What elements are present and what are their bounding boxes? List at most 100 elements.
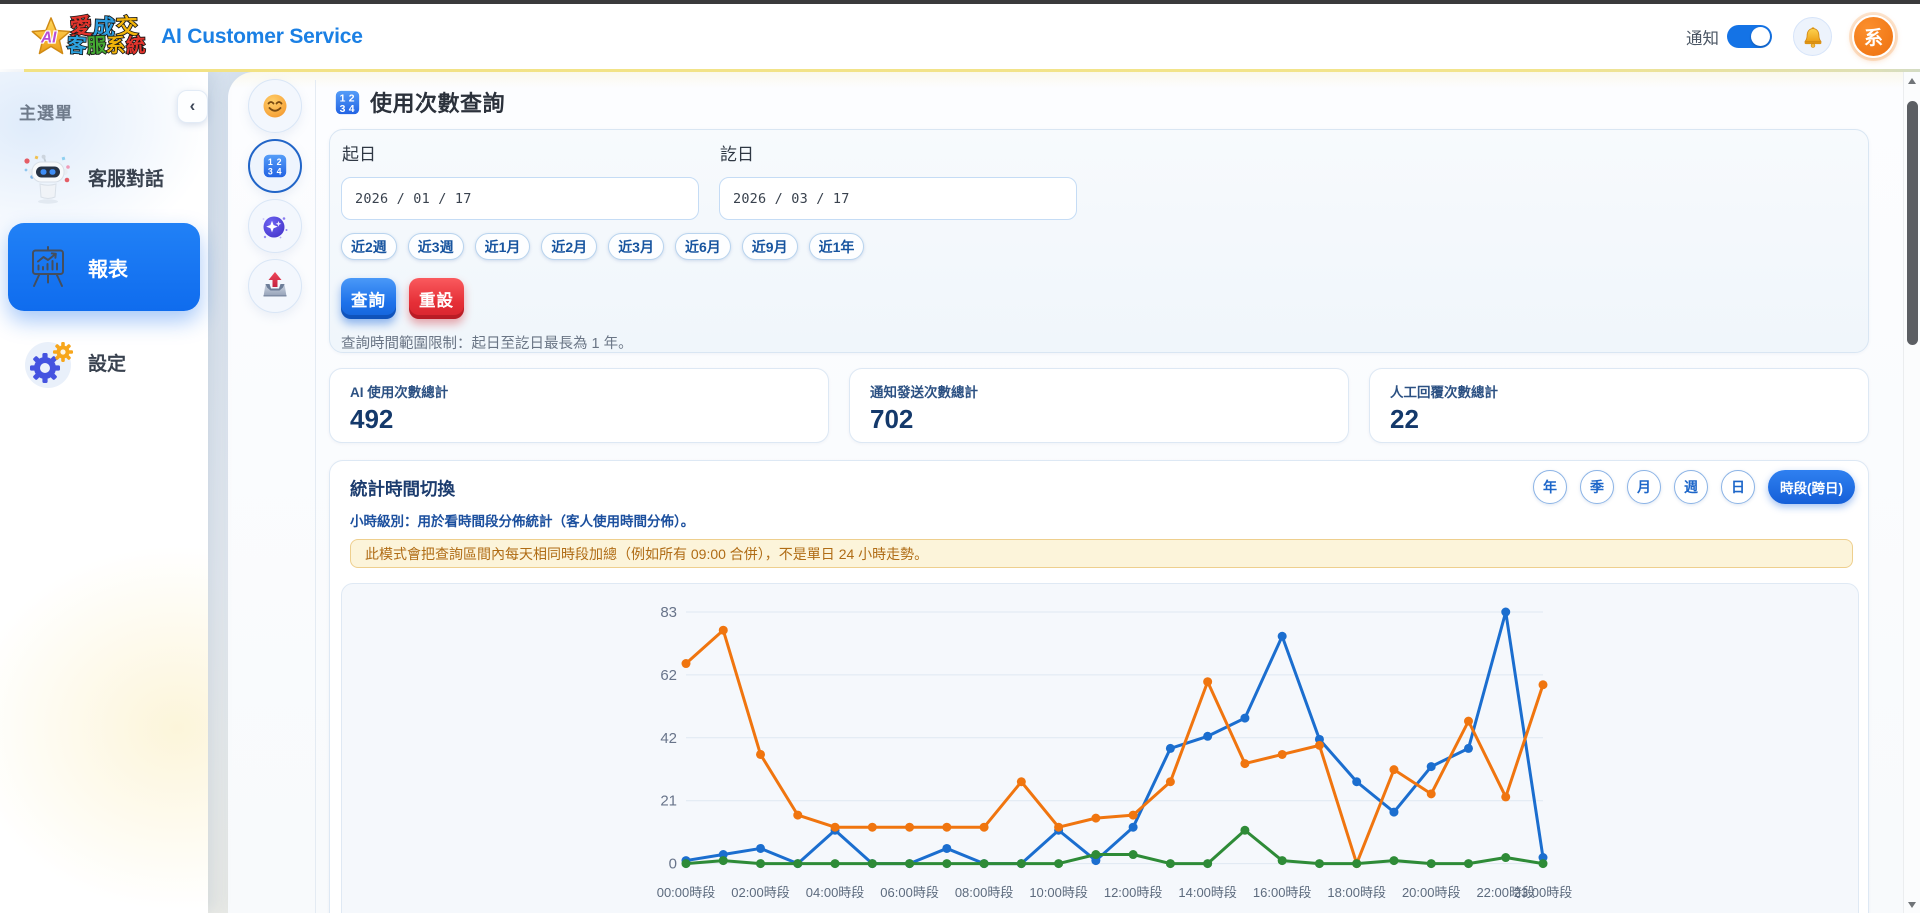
granularity-pill[interactable]: 季 — [1580, 470, 1614, 504]
x-tick-label: 23:00時段 — [1514, 885, 1573, 900]
quick-range-pill[interactable]: 近2月 — [541, 233, 598, 260]
app-header: AI 愛成交 客服系統 AI Customer Service 通知 系 — [0, 4, 1920, 69]
logo-char: 統 — [124, 34, 146, 58]
logo-line2: 客服系統 — [66, 34, 147, 59]
data-point — [1016, 777, 1026, 787]
sidebar-item-客服對話[interactable]: 客服對話 — [8, 140, 200, 215]
chart-box: 0 21 42 62 83 00:00時段 02:00時段 04:00時段 06:00時段 08:… — [341, 583, 1859, 913]
star-ai-logo-icon: AI — [31, 16, 71, 54]
data-point — [718, 625, 728, 635]
quick-range-pill[interactable]: 近3週 — [407, 233, 464, 260]
data-point — [1165, 777, 1175, 787]
data-point — [1501, 792, 1511, 802]
gears-icon — [25, 341, 73, 388]
rail-button-sparkle[interactable] — [248, 199, 302, 253]
data-point — [1203, 859, 1213, 869]
data-point — [1352, 859, 1362, 869]
quick-range-pill[interactable]: 近2週 — [341, 233, 397, 260]
start-date-input[interactable] — [341, 177, 699, 220]
notify-label: 通知 — [1686, 29, 1719, 48]
quick-range-pill[interactable]: 近9月 — [741, 233, 798, 260]
data-point — [942, 822, 952, 832]
robot-icon — [24, 154, 70, 204]
notify-toggle[interactable] — [1727, 25, 1772, 48]
x-tick-label: 16:00時段 — [1253, 885, 1312, 900]
sidebar-item-設定[interactable]: 設定 — [8, 325, 200, 400]
rail-divider — [314, 80, 316, 913]
svg-text:1: 1 — [340, 93, 346, 104]
granularity-pill[interactable]: 日 — [1721, 470, 1755, 504]
rail-button-smiley[interactable] — [248, 79, 302, 133]
sidebar-item-label: 報表 — [88, 258, 128, 281]
notice-box: 此模式會把查詢區間內每天相同時段加總（例如所有 09:00 合併），不是單日 2… — [350, 539, 1853, 568]
x-tick-label: 00:00時段 — [657, 885, 716, 900]
granularity-pill[interactable]: 月 — [1627, 470, 1661, 504]
sidebar-collapse-button[interactable]: ‹ — [177, 90, 208, 123]
data-point — [905, 822, 915, 832]
notifications-button[interactable] — [1793, 17, 1832, 56]
x-tick-label: 04:00時段 — [806, 885, 865, 900]
start-date-field: 起日 — [341, 140, 699, 220]
y-tick-label: 21 — [660, 793, 677, 810]
data-point — [1501, 607, 1511, 617]
reset-button[interactable]: 重設 — [409, 278, 464, 319]
data-point — [1352, 777, 1362, 787]
data-point — [793, 810, 803, 820]
search-button[interactable]: 查詢 — [341, 278, 396, 319]
scrollbar-down-arrow-icon[interactable] — [1908, 902, 1916, 908]
data-point — [1165, 859, 1175, 869]
data-point — [1389, 765, 1399, 775]
y-tick-label: 42 — [660, 730, 677, 747]
svg-text:1: 1 — [268, 157, 273, 167]
quick-range-pill[interactable]: 近1月 — [474, 233, 531, 260]
stats-row: AI 使用次數總計 492 通知發送次數總計 702 人工回覆次數總計 22 — [329, 368, 1869, 443]
svg-text:4: 4 — [349, 104, 355, 115]
menu-icon-wrap — [20, 335, 76, 391]
granularity-pill[interactable]: 週 — [1674, 470, 1708, 504]
quick-range-pill[interactable]: 近3月 — [608, 233, 664, 260]
rail-button-outbox[interactable] — [248, 259, 302, 313]
granularity-pill[interactable]: 年 — [1533, 470, 1567, 504]
sidebar-item-label: 客服對話 — [88, 169, 165, 190]
data-point — [1314, 740, 1324, 750]
series-line-通知發送次數 — [684, 628, 1545, 866]
granularity-pill[interactable]: 時段(跨日) — [1768, 470, 1855, 504]
usage-line-chart: 0 21 42 62 83 00:00時段 02:00時段 04:00時段 06:00時段 08:… — [657, 604, 1573, 900]
notice-text: 此模式會把查詢區間內每天相同時段加總（例如所有 09:00 合併），不是單日 2… — [365, 545, 929, 562]
data-point — [1091, 813, 1101, 823]
x-tick-label: 06:00時段 — [880, 885, 939, 900]
window-top-strip — [0, 0, 1920, 4]
toggle-knob — [1751, 27, 1770, 46]
data-point — [1463, 743, 1473, 753]
x-tick-label: 08:00時段 — [955, 885, 1014, 900]
data-point — [756, 859, 766, 869]
y-tick-label: 83 — [660, 604, 677, 621]
data-point — [718, 856, 728, 866]
data-point — [756, 843, 766, 853]
user-avatar[interactable]: 系 — [1852, 15, 1895, 58]
data-point — [1277, 749, 1287, 759]
granularity-row: 年季月週日時段(跨日) — [1533, 470, 1855, 504]
scrollbar-thumb[interactable] — [1907, 101, 1918, 345]
rail-button-numbers[interactable]: 1 2 3 4 — [248, 139, 302, 193]
y-tick-label: 0 — [669, 856, 677, 873]
data-point — [1203, 731, 1213, 741]
sidebar-item-報表[interactable]: 報表 — [8, 223, 200, 311]
app-logo[interactable]: AI 愛成交 客服系統 — [30, 13, 147, 60]
chart-section-title: 統計時間切換 — [350, 479, 455, 499]
data-point — [1054, 859, 1064, 869]
end-date-input[interactable] — [719, 177, 1077, 220]
x-tick-label: 20:00時段 — [1402, 885, 1461, 900]
data-point — [793, 859, 803, 869]
quick-range-pill[interactable]: 近6月 — [674, 233, 731, 260]
quick-range-pill[interactable]: 近1年 — [808, 233, 865, 260]
numbers-icon: 1 2 3 4 — [335, 90, 360, 115]
vertical-scrollbar[interactable] — [1903, 72, 1920, 913]
data-point — [681, 859, 691, 869]
data-point — [1501, 853, 1511, 863]
icon-rail: 1 2 3 4 — [248, 79, 304, 319]
menu-icon-wrap — [20, 150, 76, 206]
scrollbar-up-arrow-icon[interactable] — [1908, 78, 1916, 84]
data-point — [1389, 856, 1399, 866]
data-point — [1426, 859, 1436, 869]
